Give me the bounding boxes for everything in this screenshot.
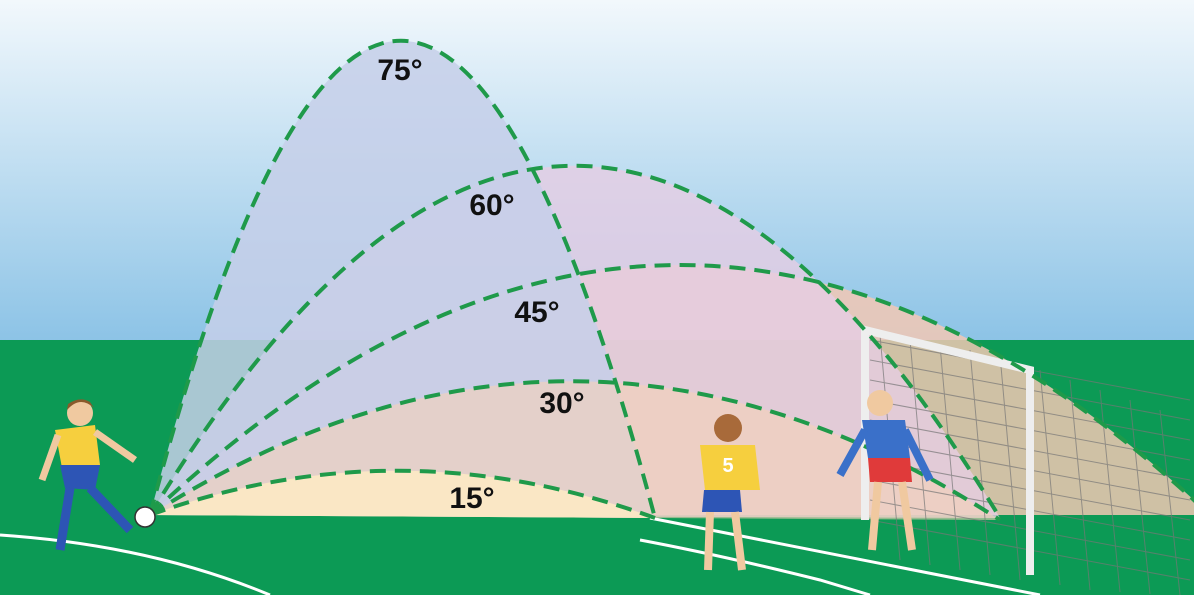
goalkeeper: [836, 390, 934, 551]
angle-label: 60°: [469, 189, 514, 222]
field-lines: [0, 516, 1041, 595]
angle-label: 15°: [449, 482, 494, 515]
angle-label: 30°: [539, 387, 584, 420]
jersey-number: 5: [722, 455, 733, 477]
angle-label: 45°: [514, 296, 559, 329]
kicker: [38, 399, 156, 551]
defender: 5: [700, 414, 760, 571]
angle-label: 75°: [377, 54, 422, 87]
